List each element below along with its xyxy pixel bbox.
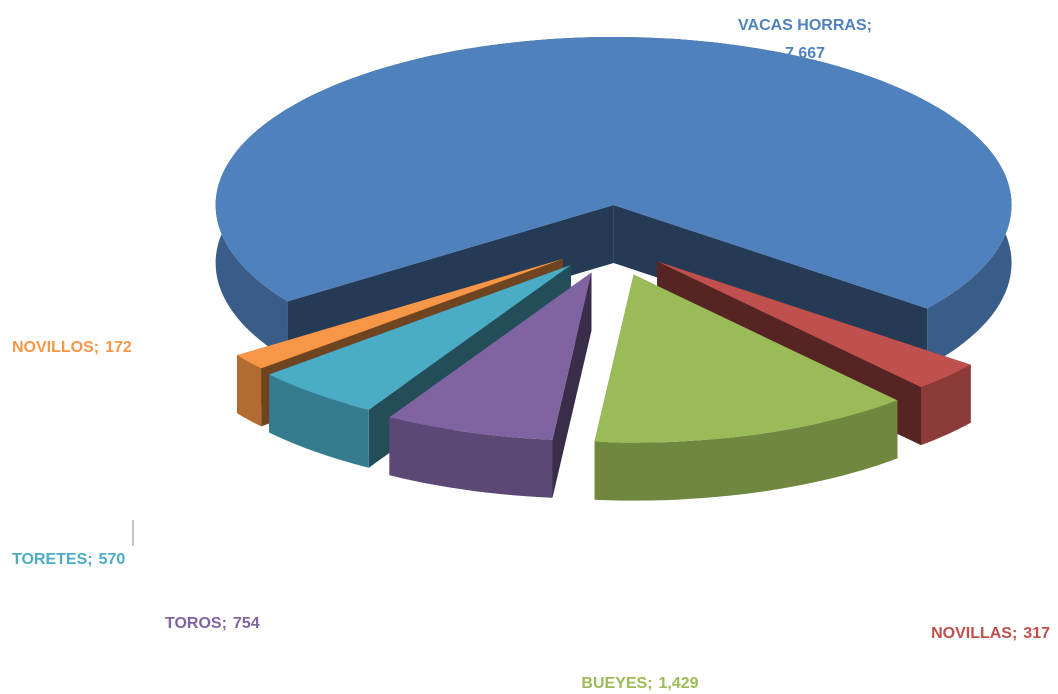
data-label: NOVILLAS; 317 xyxy=(931,625,1050,642)
label-value: 172 xyxy=(105,339,132,356)
slice xyxy=(594,274,898,501)
slice-wall xyxy=(237,355,262,427)
data-label: BUEYES; 1,429 xyxy=(581,675,698,692)
label-value: 570 xyxy=(99,551,126,568)
slice-wall xyxy=(921,364,971,446)
slice-wall xyxy=(215,37,1012,367)
label-separator: ; xyxy=(222,615,227,632)
slice-wall xyxy=(594,400,898,501)
slice-top xyxy=(269,265,571,410)
label-separator: ; xyxy=(87,551,92,568)
slice xyxy=(215,37,1012,367)
label-separator: ; xyxy=(867,17,872,34)
label-separator: ; xyxy=(94,339,99,356)
label-separator: ; xyxy=(1012,625,1017,642)
slice-top xyxy=(215,37,1012,309)
slice-top xyxy=(594,274,898,443)
label-value: 7,667 xyxy=(785,45,825,62)
slice-top xyxy=(657,261,971,388)
label-separator: ; xyxy=(647,675,652,692)
slice xyxy=(389,272,592,498)
data-label: TORETES; 570 xyxy=(12,551,125,568)
data-label: NOVILLOS; 172 xyxy=(12,339,132,356)
label-category: TOROS xyxy=(165,615,222,632)
data-label: TOROS; 754 xyxy=(165,615,260,632)
label-category: VACAS HORRAS xyxy=(738,17,867,34)
label-category: NOVILLOS xyxy=(12,339,94,356)
label-category: BUEYES xyxy=(581,675,647,692)
label-category: TORETES xyxy=(12,551,88,568)
data-label: VACAS HORRAS; 7,667 xyxy=(738,17,872,62)
label-value: 754 xyxy=(233,615,260,632)
label-value: 1,429 xyxy=(659,675,699,692)
slice-wall xyxy=(389,417,553,498)
slice-top xyxy=(237,258,563,369)
label-category: NOVILLAS xyxy=(931,625,1012,642)
slice-wall xyxy=(269,374,369,468)
slice-top xyxy=(389,272,592,440)
label-value: 317 xyxy=(1023,625,1050,642)
